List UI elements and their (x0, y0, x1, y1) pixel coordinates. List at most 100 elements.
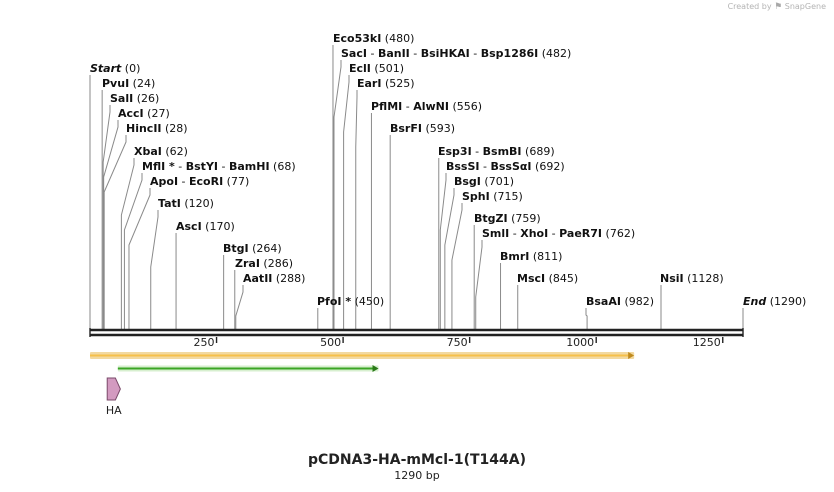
site-label[interactable]: BsrFI (593) (390, 122, 455, 135)
site-label[interactable]: AatII (288) (243, 272, 305, 285)
site-label[interactable]: ZraI (286) (235, 257, 293, 270)
enzyme-name: PfoI * (317, 295, 351, 308)
site-position: (501) (371, 62, 404, 75)
enzyme-name: Eco53kI (333, 32, 381, 45)
site-position: (762) (602, 227, 635, 240)
enzyme-name: Esp3I (438, 145, 472, 158)
enzyme-name: BsiHKAI (421, 47, 470, 60)
site-label[interactable]: AscI (170) (176, 220, 235, 233)
site-position: (982) (621, 295, 654, 308)
enzyme-name: ApoI (150, 175, 178, 188)
tick-label: 750 (447, 336, 468, 349)
site-position: (811) (529, 250, 562, 263)
enzyme-name: SphI (462, 190, 490, 203)
site-line-xbai (120, 158, 135, 329)
enzyme-name: PflMI (371, 100, 402, 113)
ha-feature-label: HA (106, 404, 122, 417)
enzyme-name: End (743, 295, 766, 308)
site-label[interactable]: MscI (845) (517, 272, 578, 285)
site-label[interactable]: SmlI - XhoI - PaeR7I (762) (482, 227, 635, 240)
site-label[interactable]: AccI (27) (118, 107, 170, 120)
enzyme-name: BsmBI (483, 145, 522, 158)
enzyme-name: BsrFI (390, 122, 422, 135)
plasmid-map: Start (0) PvuI (24) SalI (26) AccI (27) Hinc… (89, 32, 806, 417)
site-line-hincii (103, 135, 127, 329)
site-label[interactable]: SalI (26) (110, 92, 159, 105)
enzyme-name: MflI * (142, 160, 175, 173)
site-label[interactable]: SphI (715) (462, 190, 523, 203)
site-line-bsssi (439, 173, 447, 329)
site-label[interactable]: Eco53kI (480) (333, 32, 414, 45)
site-label[interactable]: BsgI (701) (454, 175, 514, 188)
created-by-text: Created by (727, 2, 772, 11)
site-position: (0) (121, 62, 140, 75)
enzyme-name: BtgI (223, 242, 249, 255)
enzyme-name: SacI (341, 47, 367, 60)
site-position: (24) (129, 77, 155, 90)
ha-feature-arrow[interactable] (106, 377, 121, 401)
enzyme-name: HincII (126, 122, 162, 135)
site-label[interactable]: PflMI - AlwNI (556) (371, 100, 482, 113)
site-label[interactable]: Esp3I - BsmBI (689) (438, 145, 555, 158)
site-position: (286) (260, 257, 293, 270)
site-position: (68) (270, 160, 296, 173)
site-lines (89, 45, 744, 329)
enzyme-name: AlwNI (413, 100, 449, 113)
orange-orf-arrowhead (628, 352, 635, 359)
site-label[interactable]: BsaAI (982) (586, 295, 654, 308)
site-label[interactable]: HincII (28) (126, 122, 188, 135)
site-position: (1128) (684, 272, 724, 285)
site-label[interactable]: Start (0) (90, 62, 140, 75)
site-position: (482) (538, 47, 571, 60)
enzyme-name: BsaAI (586, 295, 621, 308)
site-label[interactable]: MflI * - BstYI - BamHI (68) (142, 160, 296, 173)
site-label[interactable]: PfoI * (450) (317, 295, 384, 308)
enzyme-name: BmrI (500, 250, 529, 263)
site-labels: Start (0) PvuI (24) SalI (26) AccI (27) Hinc… (90, 32, 806, 308)
plasmid-size: 1290 bp (394, 469, 440, 482)
enzyme-name: MscI (517, 272, 545, 285)
snapgene-logo-icon: ⚑ (774, 2, 783, 12)
site-label[interactable]: BtgZI (759) (474, 212, 541, 225)
site-position: (26) (133, 92, 159, 105)
enzyme-name: BssSI (446, 160, 480, 173)
enzyme-name: PvuI (102, 77, 129, 90)
site-label[interactable]: XbaI (62) (134, 145, 188, 158)
site-line-mfli (123, 173, 143, 329)
site-line-sphi (451, 203, 463, 329)
site-position: (845) (545, 272, 578, 285)
site-position: (593) (422, 122, 455, 135)
site-line-saci (333, 60, 342, 329)
site-position: (525) (381, 77, 414, 90)
site-position: (759) (508, 212, 541, 225)
site-position: (288) (272, 272, 305, 285)
enzyme-name: ZraI (235, 257, 260, 270)
enzyme-name: AscI (176, 220, 202, 233)
features: HA (90, 352, 635, 417)
site-line-apoi (128, 188, 151, 329)
site-label[interactable]: SacI - BanII - BsiHKAI - Bsp1286I (482) (341, 47, 571, 60)
enzyme-name: XbaI (134, 145, 162, 158)
site-line-smli (475, 240, 483, 329)
site-label[interactable]: PvuI (24) (102, 77, 155, 90)
site-label[interactable]: ApoI - EcoRI (77) (150, 175, 249, 188)
site-label[interactable]: TatI (120) (158, 197, 214, 210)
site-position: (77) (223, 175, 249, 188)
enzyme-name: XhoI (520, 227, 548, 240)
site-line-bsaai (585, 308, 588, 329)
enzyme-name: EclI (349, 62, 371, 75)
site-label[interactable]: BmrI (811) (500, 250, 562, 263)
snapgene-brand: Created by ⚑ SnapGene (728, 2, 826, 12)
site-label[interactable]: BtgI (264) (223, 242, 282, 255)
site-label[interactable]: End (1290) (743, 295, 806, 308)
site-label[interactable]: EarI (525) (357, 77, 415, 90)
enzyme-name: Start (90, 62, 122, 75)
tick-label: 1250 (693, 336, 721, 349)
site-label[interactable]: BssSI - BssSαI (692) (446, 160, 565, 173)
site-position: (264) (249, 242, 282, 255)
site-position: (701) (481, 175, 514, 188)
site-label[interactable]: EclI (501) (349, 62, 404, 75)
site-label[interactable]: NsiI (1128) (660, 272, 724, 285)
plasmid-name: pCDNA3-HA-mMcl-1(T144A) (308, 452, 526, 468)
enzyme-name: SmlI (482, 227, 509, 240)
